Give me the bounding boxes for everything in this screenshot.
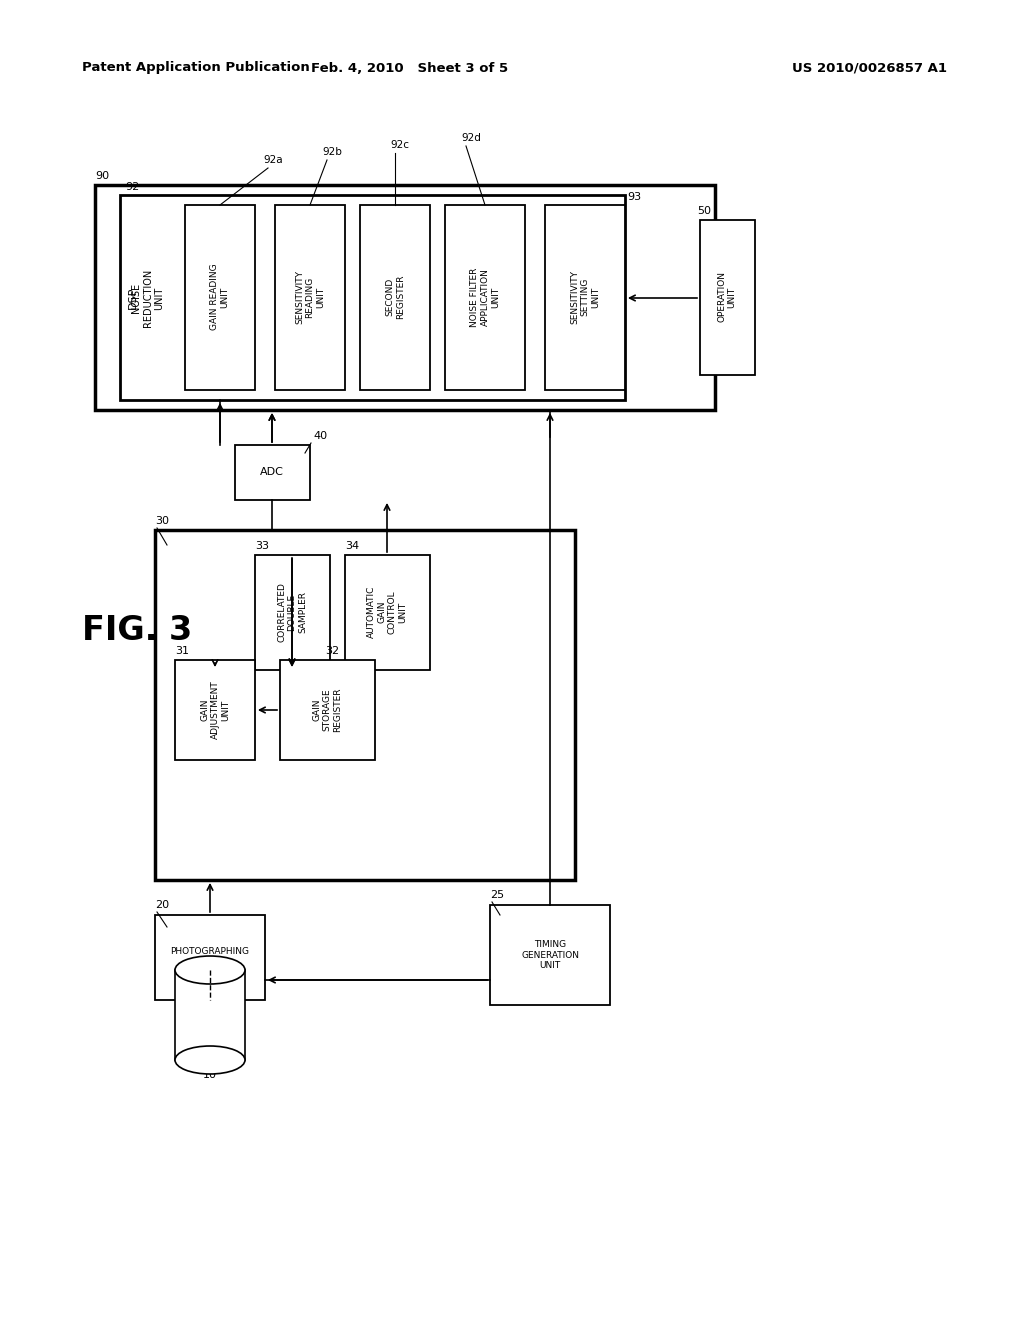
- Text: Feb. 4, 2010   Sheet 3 of 5: Feb. 4, 2010 Sheet 3 of 5: [311, 62, 509, 74]
- Bar: [445, 205, 525, 389]
- Bar: [185, 205, 255, 389]
- Bar: [545, 205, 625, 389]
- Text: 31: 31: [175, 645, 189, 656]
- Text: 25: 25: [490, 890, 504, 900]
- Text: 92a: 92a: [263, 154, 283, 165]
- Bar: [155, 531, 575, 880]
- Bar: [120, 195, 625, 400]
- Text: 90: 90: [95, 172, 110, 181]
- Text: 92d: 92d: [461, 133, 481, 143]
- Text: 40: 40: [313, 432, 327, 441]
- Text: Patent Application Publication: Patent Application Publication: [82, 62, 309, 74]
- Bar: [175, 970, 245, 1060]
- Text: NOISE
REDUCTION
UNIT: NOISE REDUCTION UNIT: [131, 269, 165, 327]
- Text: AUTOMATIC
GAIN
CONTROL
UNIT: AUTOMATIC GAIN CONTROL UNIT: [367, 586, 408, 638]
- Bar: [345, 554, 430, 671]
- Text: SENSITIVITY
READING
UNIT: SENSITIVITY READING UNIT: [295, 271, 325, 323]
- Text: DSP: DSP: [128, 286, 138, 309]
- Text: ADC: ADC: [260, 467, 284, 477]
- Text: FIG. 3: FIG. 3: [82, 614, 193, 647]
- Bar: [700, 220, 755, 375]
- Text: OPERATION
UNIT: OPERATION UNIT: [717, 272, 736, 322]
- Text: GAIN
ADJUSTMENT
UNIT: GAIN ADJUSTMENT UNIT: [200, 681, 230, 739]
- Text: SECOND
REGISTER: SECOND REGISTER: [385, 275, 404, 319]
- Bar: [360, 205, 430, 389]
- Text: GAIN
STORAGE
REGISTER: GAIN STORAGE REGISTER: [312, 688, 342, 733]
- Text: 33: 33: [255, 541, 269, 550]
- Text: SENSITIVITY
SETTING
UNIT: SENSITIVITY SETTING UNIT: [570, 271, 600, 323]
- Text: GAIN READING
UNIT: GAIN READING UNIT: [210, 264, 229, 330]
- Ellipse shape: [175, 1045, 245, 1074]
- Bar: [275, 205, 345, 389]
- Text: 10: 10: [203, 1071, 217, 1080]
- Text: 92c: 92c: [390, 140, 409, 150]
- Text: 34: 34: [345, 541, 359, 550]
- Text: 93: 93: [627, 191, 641, 202]
- Bar: [255, 554, 330, 671]
- Text: 32: 32: [325, 645, 339, 656]
- Text: NOISE FILTER
APPLICATION
UNIT: NOISE FILTER APPLICATION UNIT: [470, 268, 500, 326]
- Text: TIMING
GENERATION
UNIT: TIMING GENERATION UNIT: [521, 940, 579, 970]
- Bar: [175, 660, 255, 760]
- Bar: [280, 660, 375, 760]
- Text: 92: 92: [125, 182, 139, 191]
- Ellipse shape: [175, 956, 245, 983]
- Text: 20: 20: [155, 900, 169, 909]
- Text: 92b: 92b: [322, 147, 342, 157]
- Bar: [234, 445, 310, 500]
- Text: US 2010/0026857 A1: US 2010/0026857 A1: [793, 62, 947, 74]
- Bar: [490, 906, 610, 1005]
- Bar: [95, 185, 715, 411]
- Text: 30: 30: [155, 516, 169, 525]
- Text: 50: 50: [697, 206, 711, 216]
- Text: CORRELATED
DOUBLE
SAMPLER: CORRELATED DOUBLE SAMPLER: [278, 582, 307, 642]
- Text: PHOTOGRAPHING
DEVICE: PHOTOGRAPHING DEVICE: [171, 948, 250, 966]
- Bar: [155, 915, 265, 1001]
